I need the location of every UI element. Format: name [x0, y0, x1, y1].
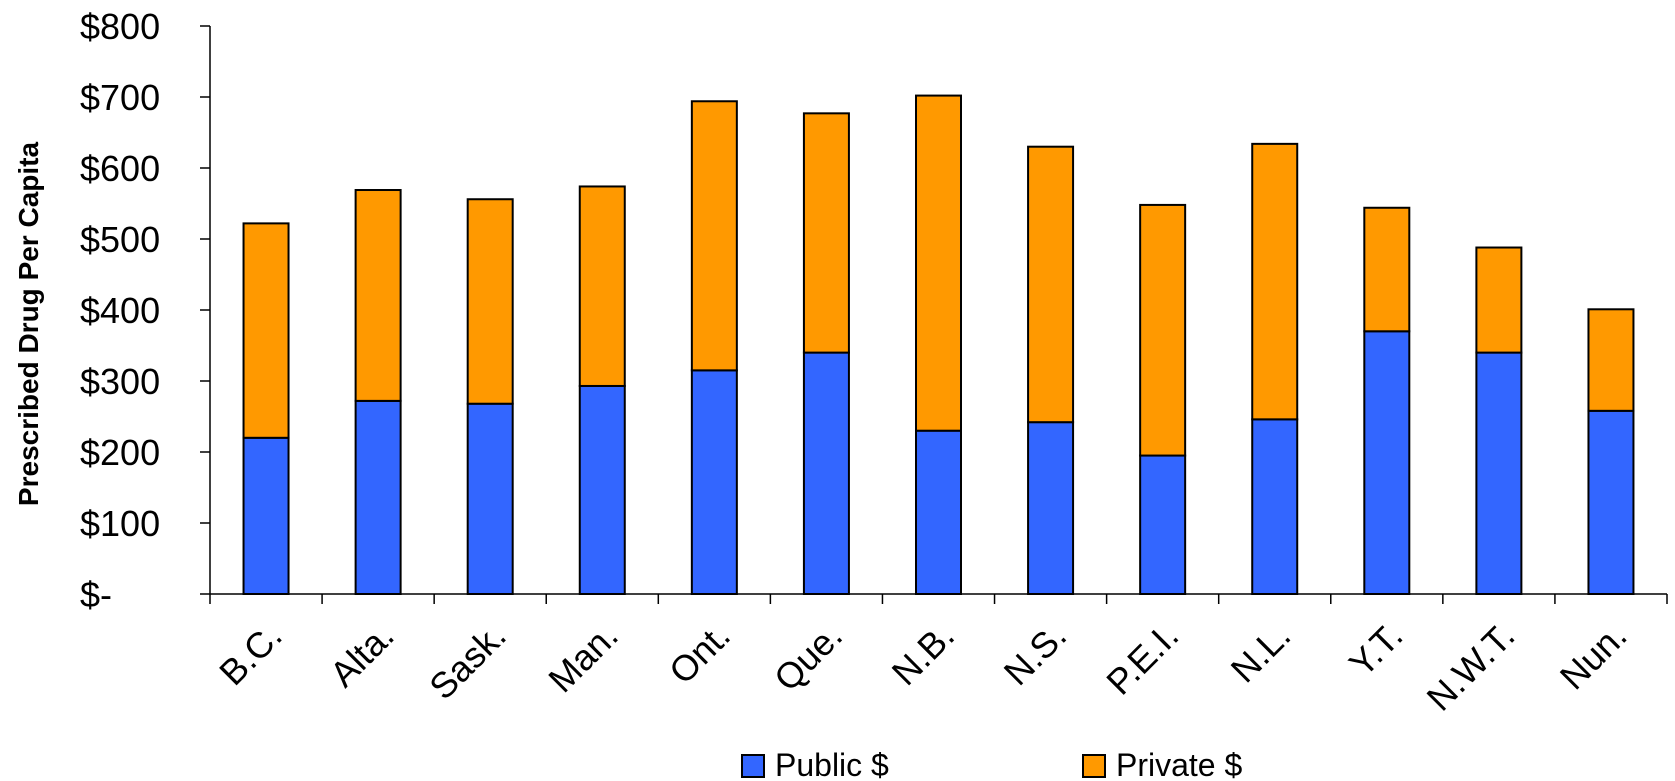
bar-private-man [578, 185, 626, 387]
bar-public-pei [1139, 454, 1187, 595]
bar-private-yt [1363, 206, 1411, 333]
bar-private-pei [1139, 203, 1187, 457]
bar-public-nwt [1475, 351, 1523, 595]
bar-private-nwt [1475, 246, 1523, 354]
x-tick-label: Man. [540, 615, 626, 701]
x-tick-label: Alta. [322, 615, 402, 695]
bar-private-ont [690, 100, 738, 372]
y-axis-title: Prescribed Drug Per Capita [13, 142, 44, 507]
x-tick-label: N.W.T. [1419, 615, 1523, 719]
legend-swatch-private [1082, 754, 1106, 778]
x-tick-label: Sask. [421, 615, 514, 708]
bar-public-nl [1251, 418, 1299, 595]
x-tick-label: N.B. [884, 615, 962, 693]
y-tick-label: $100 [80, 503, 160, 544]
y-tick-label: $- [80, 574, 112, 615]
bar-public-alta [354, 399, 402, 595]
bar-public-sask [466, 402, 514, 595]
bar-private-alta [354, 189, 402, 402]
bar-public-nb [915, 429, 962, 596]
y-tick-label: $600 [80, 148, 160, 189]
x-tick-label: P.E.I. [1098, 615, 1186, 703]
legend-swatch-public [741, 754, 765, 778]
bar-private-nl [1251, 142, 1299, 421]
y-tick-label: $400 [80, 290, 160, 331]
bar-public-yt [1363, 330, 1411, 595]
x-tick-label: Y.T. [1341, 615, 1411, 685]
bar-private-nun [1587, 308, 1635, 412]
x-tick-label: Nun. [1552, 615, 1635, 698]
x-tick-label: Ont. [661, 615, 738, 692]
x-tick-label: N.S. [996, 615, 1074, 693]
x-tick-label: B.C. [211, 615, 289, 693]
legend-label-private: Private $ [1116, 747, 1242, 781]
bar-private-que [802, 112, 850, 354]
legend-label-public: Public $ [775, 747, 889, 781]
y-tick-label: $700 [80, 77, 160, 118]
y-tick-label: $200 [80, 432, 160, 473]
bar-public-man [578, 384, 626, 595]
bar-public-ns [1027, 421, 1075, 595]
bar-public-que [802, 351, 850, 595]
bar-private-bc [242, 222, 290, 439]
bar-private-nb [915, 94, 962, 432]
bar-public-ont [690, 369, 738, 595]
bar-public-nun [1587, 409, 1635, 595]
x-tick-label: N.L. [1223, 615, 1299, 691]
bar-public-bc [242, 436, 290, 595]
y-axis: $- $100 $200 $300 $400 $500 $600 $700 $800 [80, 6, 211, 615]
bar-private-ns [1027, 145, 1075, 424]
y-tick-label: $800 [80, 6, 160, 47]
x-axis: B.C. Alta. Sask. Man. Ont. Que. N.B. N.S. P.E.I.… [209, 593, 1668, 719]
legend: Public $ Private $ [741, 747, 1242, 781]
bar-private-sask [466, 198, 514, 405]
x-tick-label: Que. [766, 615, 850, 699]
y-tick-label: $300 [80, 361, 160, 402]
y-tick-label: $500 [80, 219, 160, 260]
bars [242, 94, 1635, 596]
